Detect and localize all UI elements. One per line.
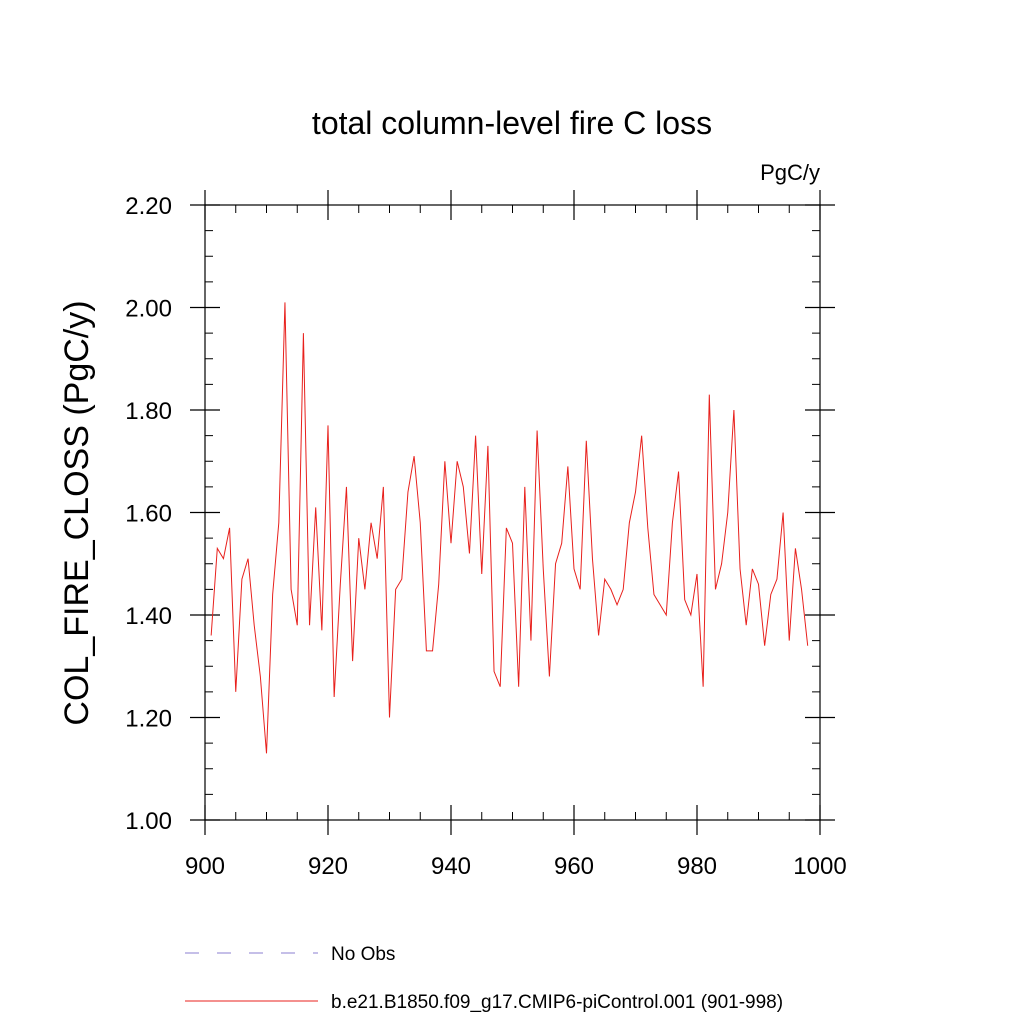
x-tick-label: 960	[554, 853, 594, 880]
units-label: PgC/y	[760, 160, 820, 185]
y-tick-label: 1.40	[125, 603, 172, 630]
x-tick-labels: 900 920 940 960 980 1000	[185, 853, 847, 880]
series-lines	[210, 302, 809, 754]
y-tick-label: 2.20	[125, 193, 172, 220]
y-tick-label: 1.60	[125, 501, 172, 528]
y-tick-label: 1.20	[125, 706, 172, 733]
x-tick-label: 980	[677, 853, 717, 880]
legend-label-no-obs: No Obs	[331, 944, 395, 965]
chart-title: total column-level fire C loss	[312, 105, 712, 141]
y-tick-labels: 1.00 1.20 1.40 1.60 1.80 2.00 2.20	[125, 193, 172, 835]
y-tick-label: 2.00	[125, 296, 172, 323]
y-tick-label: 1.00	[125, 808, 172, 835]
x-tick-label: 920	[308, 853, 348, 880]
legend: No Obs b.e21.B1850.f09_g17.CMIP6-piContr…	[185, 944, 783, 1013]
legend-label-model: b.e21.B1850.f09_g17.CMIP6-piControl.001 …	[331, 992, 783, 1013]
x-tick-label: 940	[431, 853, 471, 880]
x-tick-label: 900	[185, 853, 225, 880]
y-tick-label: 1.80	[125, 398, 172, 425]
series-line-model	[210, 302, 809, 754]
plot-frame	[204, 204, 821, 821]
y-axis-label: COL_FIRE_CLOSS (PgC/y)	[58, 300, 96, 725]
x-tick-label: 1000	[793, 853, 846, 880]
